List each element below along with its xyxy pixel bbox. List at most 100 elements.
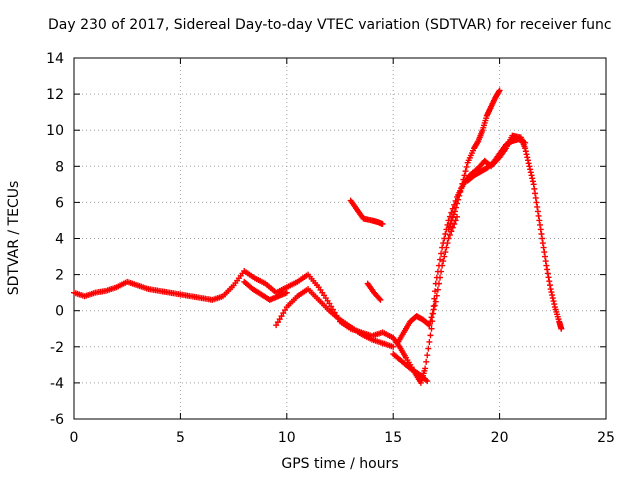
- data-point: [549, 292, 556, 299]
- chart-title: Day 230 of 2017, Sidereal Day-to-day VTE…: [48, 17, 612, 33]
- data-point: [440, 258, 447, 265]
- data-point: [458, 184, 465, 191]
- data-point: [543, 262, 550, 269]
- data-point: [524, 154, 531, 161]
- data-point: [527, 166, 534, 173]
- data-point: [456, 192, 463, 199]
- data-point: [540, 244, 547, 251]
- data-point: [525, 160, 532, 167]
- data-point: [280, 310, 287, 317]
- data-point: [427, 332, 434, 339]
- data-point: [546, 282, 553, 289]
- data-point: [426, 338, 433, 345]
- data-point: [425, 321, 432, 328]
- x-tick-label: 15: [384, 430, 402, 446]
- y-tick-label: 6: [55, 195, 64, 211]
- data-point: [542, 258, 549, 265]
- data-point: [538, 230, 545, 237]
- data-point: [474, 139, 481, 146]
- data-point: [546, 278, 553, 285]
- data-point: [463, 163, 470, 170]
- data-point: [537, 226, 544, 233]
- data-point: [454, 213, 461, 220]
- data-point: [326, 300, 333, 307]
- data-point: [276, 316, 283, 323]
- data-point: [452, 204, 459, 211]
- data-point: [423, 358, 430, 365]
- data-point: [283, 289, 290, 296]
- data-point: [426, 322, 433, 329]
- data-point: [435, 280, 442, 287]
- y-tick-label: -4: [50, 376, 64, 392]
- x-axis-label: GPS time / hours: [281, 456, 399, 472]
- data-point: [431, 295, 438, 302]
- data-point: [422, 365, 429, 372]
- y-tick-label: 12: [46, 87, 64, 103]
- data-point: [446, 213, 453, 220]
- data-point: [539, 235, 546, 242]
- data-point: [536, 217, 543, 224]
- data-point: [428, 314, 435, 321]
- data-point: [529, 175, 536, 182]
- data-point: [462, 168, 469, 175]
- x-tick-label: 20: [491, 430, 509, 446]
- data-point: [544, 266, 551, 273]
- x-tick-label: 0: [70, 430, 79, 446]
- x-tick-label: 10: [278, 430, 296, 446]
- data-point: [526, 163, 533, 170]
- data-point: [460, 176, 467, 183]
- y-tick-label: 0: [55, 304, 64, 320]
- data-point: [429, 310, 436, 317]
- data-point: [522, 145, 529, 152]
- data-point: [457, 188, 464, 195]
- data-point: [550, 298, 557, 305]
- y-tick-label: 10: [46, 123, 64, 139]
- data-point: [438, 250, 445, 257]
- data-point: [558, 325, 565, 332]
- data-point: [539, 240, 546, 247]
- data-point: [549, 295, 556, 302]
- data-point: [452, 217, 459, 224]
- data-point: [533, 199, 540, 206]
- data-point: [534, 208, 541, 215]
- data-point: [438, 268, 445, 275]
- data-point: [527, 169, 534, 176]
- data-point: [425, 345, 432, 352]
- data-point: [430, 306, 437, 313]
- data-point: [544, 270, 551, 277]
- data-point: [461, 172, 468, 179]
- data-point: [530, 181, 537, 188]
- data-point: [451, 208, 458, 215]
- y-tick-label: 8: [55, 159, 64, 175]
- data-point: [537, 221, 544, 228]
- data-point: [551, 301, 558, 308]
- data-point: [444, 240, 451, 247]
- data-point: [450, 211, 457, 218]
- data-point: [541, 253, 548, 260]
- data-point: [459, 180, 466, 187]
- data-point: [522, 148, 529, 155]
- data-point: [522, 139, 529, 146]
- data-point: [424, 378, 431, 385]
- data-point: [496, 87, 503, 94]
- data-point: [455, 196, 462, 203]
- data-point: [428, 325, 435, 332]
- data-point: [437, 256, 444, 263]
- data-point: [379, 221, 386, 228]
- data-point: [528, 172, 535, 179]
- x-tick-label: 25: [597, 430, 615, 446]
- y-tick-label: 2: [55, 268, 64, 284]
- data-point: [443, 244, 450, 251]
- data-point: [531, 185, 538, 192]
- data-point: [433, 292, 440, 299]
- data-point: [431, 302, 438, 309]
- y-tick-label: 4: [55, 232, 64, 248]
- data-point: [451, 221, 458, 228]
- data-point: [278, 313, 285, 320]
- data-point: [448, 228, 455, 235]
- data-point: [449, 224, 456, 231]
- data-point: [541, 249, 548, 256]
- data-point: [529, 178, 536, 185]
- y-tick-label: -2: [50, 340, 64, 356]
